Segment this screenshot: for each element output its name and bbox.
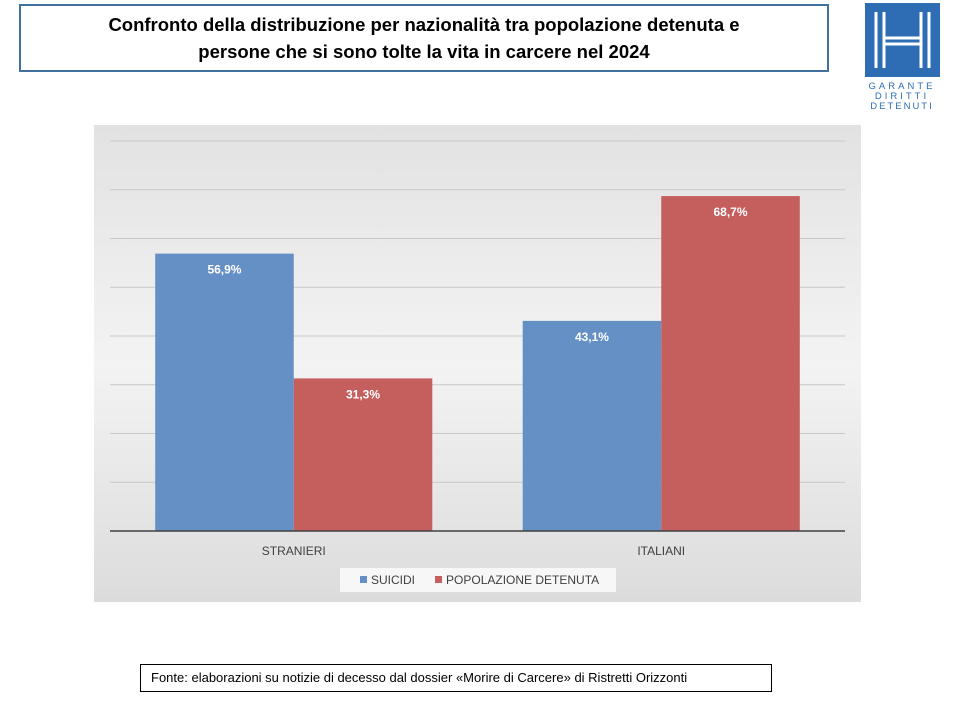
title-box: Confronto della distribuzione per nazion… <box>19 4 829 72</box>
source-note: Fonte: elaborazioni su notizie di decess… <box>140 664 772 692</box>
title-line: persone che si sono tolte la vita in car… <box>198 41 650 62</box>
legend-box <box>340 568 616 592</box>
x-tick-label: STRANIERI <box>262 544 326 558</box>
legend-swatch <box>360 576 367 583</box>
bar <box>661 196 800 531</box>
data-label: 31,3% <box>346 387 380 401</box>
logo-text: GARANTE <box>869 81 936 92</box>
legend-label: POPOLAZIONE DETENUTA <box>446 573 599 587</box>
data-label: 68,7% <box>714 205 748 219</box>
logo-text: DETENUTI <box>870 101 934 112</box>
logo-text: DIRITTI <box>875 91 929 102</box>
x-tick-label: ITALIANI <box>637 544 685 558</box>
logo: GARANTE DIRITTI DETENUTI <box>865 3 940 112</box>
bar <box>155 253 294 532</box>
bar <box>522 320 662 531</box>
data-label: 56,9% <box>207 263 241 277</box>
bar <box>293 378 433 531</box>
logo-glyph <box>874 12 931 68</box>
data-label: 43,1% <box>575 330 609 344</box>
title-line: Confronto della distribuzione per nazion… <box>108 14 740 35</box>
legend-swatch <box>435 576 443 583</box>
legend-label: SUICIDI <box>371 573 415 587</box>
